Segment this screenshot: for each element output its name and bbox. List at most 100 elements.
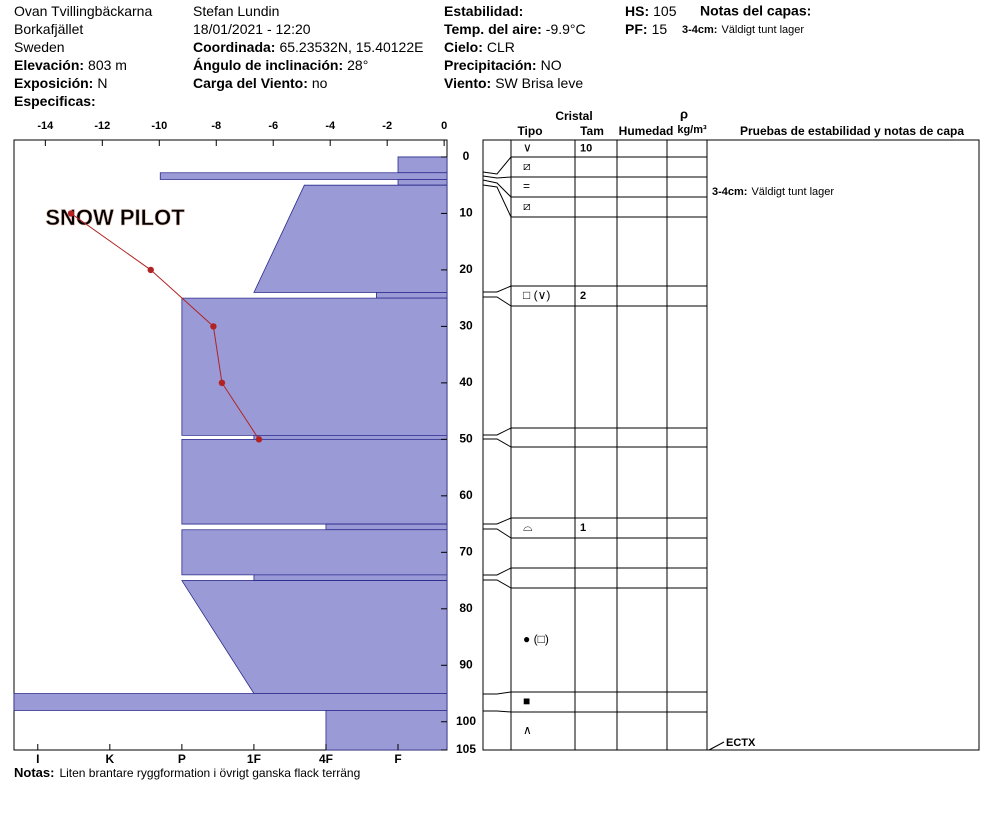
temperature-tick-label: 0 bbox=[441, 120, 447, 132]
header-density: kg/m³ bbox=[677, 124, 707, 136]
header-line: PF: 15 bbox=[625, 21, 667, 37]
temperature-tick-label: -8 bbox=[211, 120, 221, 132]
header-line: Borkafjället bbox=[14, 21, 83, 37]
crystal-type: ⧄ bbox=[523, 199, 531, 213]
header-value: -9.9°C bbox=[546, 21, 586, 37]
crystal-type: = bbox=[523, 179, 530, 193]
header-line: Elevación: 803 m bbox=[14, 57, 127, 73]
header-label: Cielo: bbox=[444, 39, 483, 55]
hardness-layer bbox=[181, 438, 448, 525]
header-label: HS: bbox=[625, 3, 649, 19]
temperature-tick-label: -2 bbox=[382, 120, 392, 132]
temperature-point bbox=[255, 436, 263, 443]
header-value: 28° bbox=[347, 57, 368, 73]
crystal-size: 1 bbox=[580, 522, 586, 534]
header-line: Stefan Lundin bbox=[193, 3, 279, 19]
hardness-tick-label: K bbox=[105, 752, 114, 766]
crystal-type: ⧄ bbox=[523, 159, 531, 173]
depth-tick-label: 0 bbox=[463, 149, 470, 163]
table-frame bbox=[482, 139, 980, 751]
header-line: Sweden bbox=[14, 39, 65, 55]
header-tests: Pruebas de estabilidad y notas de capa bbox=[740, 124, 964, 138]
header-value: Ovan Tvillingbäckarna bbox=[14, 3, 152, 19]
hardness-layer bbox=[253, 434, 448, 440]
layer-note-value: Väldigt tunt lager bbox=[721, 24, 804, 36]
depth-tick-label: 20 bbox=[459, 262, 473, 276]
hardness-layer bbox=[325, 523, 448, 531]
header-value: 65.23532N, 15.40122E bbox=[279, 39, 423, 55]
temperature-point bbox=[210, 323, 217, 330]
header-line: Especificas: bbox=[14, 93, 96, 109]
header-label: Temp. del aire: bbox=[444, 21, 542, 37]
header-line: Viento: SW Brisa leve bbox=[444, 75, 583, 91]
header-line: Temp. del aire: -9.9°C bbox=[444, 21, 586, 37]
watermark: SNOW PILOT bbox=[45, 205, 185, 230]
crystal-type: □ (∨) bbox=[523, 288, 550, 302]
header-value: Borkafjället bbox=[14, 21, 83, 37]
layer-notes-title: Notas del capas: bbox=[700, 3, 811, 19]
hardness-layer bbox=[375, 292, 448, 299]
depth-tick-label: 50 bbox=[459, 432, 473, 446]
header-line: Precipitación: NO bbox=[444, 57, 562, 73]
hardness-tick-label: F bbox=[394, 752, 401, 766]
header-crystal: Cristal bbox=[555, 109, 592, 123]
temperature-point bbox=[147, 266, 154, 274]
header-line: Coordinada: 65.23532N, 15.40122E bbox=[193, 39, 423, 55]
header-label: Elevación: bbox=[14, 57, 84, 73]
hardness-layer bbox=[181, 529, 448, 576]
temperature-tick-label: -12 bbox=[94, 120, 110, 132]
hardness-layer bbox=[181, 297, 448, 436]
hardness-tick-label: P bbox=[178, 752, 186, 766]
hardness-tick-label: 1F bbox=[247, 752, 261, 766]
header-label: PF: bbox=[625, 21, 648, 37]
notes-label: Notas: bbox=[14, 765, 54, 780]
header-label: Estabilidad: bbox=[444, 3, 523, 19]
table-note: 3-4cm: Väldigt tunt lager bbox=[712, 186, 834, 198]
header-label: Ángulo de inclinación: bbox=[193, 57, 343, 73]
crystal-size: 10 bbox=[580, 142, 592, 154]
header-value: no bbox=[312, 75, 328, 91]
temperature-point bbox=[67, 210, 75, 217]
hardness-tick-label: I bbox=[36, 752, 39, 766]
hardness-layer bbox=[159, 172, 448, 180]
layer-note-label: 3-4cm: bbox=[682, 24, 717, 36]
header-label: Coordinada: bbox=[193, 39, 275, 55]
header-label: Especificas: bbox=[14, 93, 96, 109]
notes: Notas: Liten brantare ryggformation i övr… bbox=[14, 765, 360, 780]
header-value: CLR bbox=[487, 39, 515, 55]
temperature-point bbox=[218, 379, 226, 387]
depth-tick-label: 90 bbox=[459, 657, 473, 671]
layer-note: 3-4cm: Väldigt tunt lager bbox=[682, 24, 804, 36]
depth-tick-label: 60 bbox=[459, 488, 473, 502]
crystal-type: ■ bbox=[523, 694, 530, 708]
header-moisture: Humedad bbox=[619, 124, 674, 138]
header-label: Precipitación: bbox=[444, 57, 537, 73]
hardness-layer bbox=[397, 179, 448, 186]
header-line: Ovan Tvillingbäckarna bbox=[14, 3, 152, 19]
column-lines bbox=[510, 140, 708, 750]
depth-tick-label: 80 bbox=[459, 601, 473, 615]
crystal-size: 2 bbox=[580, 290, 586, 302]
header-line: Exposición: N bbox=[14, 75, 107, 91]
notes-value: Liten brantare ryggformation i övrigt ga… bbox=[59, 766, 360, 780]
header-label: Carga del Viento: bbox=[193, 75, 308, 91]
depth-tick-label: 40 bbox=[459, 375, 473, 389]
temperature-tick-label: -6 bbox=[268, 120, 278, 132]
header-value: 105 bbox=[653, 3, 677, 19]
hardness-layer bbox=[253, 184, 448, 293]
header-line: Carga del Viento: no bbox=[193, 75, 328, 91]
header-value: N bbox=[97, 75, 107, 91]
depth-tick-label: 70 bbox=[459, 544, 473, 558]
test-result: ECTX bbox=[726, 737, 756, 749]
header-value: Stefan Lundin bbox=[193, 3, 279, 19]
header-value: Sweden bbox=[14, 39, 65, 55]
header-label: Viento: bbox=[444, 75, 491, 91]
note-value: Väldigt tunt lager bbox=[751, 186, 834, 198]
header-value: 15 bbox=[652, 21, 668, 37]
temperature-tick-label: -10 bbox=[151, 120, 167, 132]
depth-tick-label: 105 bbox=[456, 742, 476, 756]
temperature-tick-label: -4 bbox=[325, 120, 336, 132]
header-value: SW Brisa leve bbox=[495, 75, 583, 91]
header-line: 18/01/2021 - 12:20 bbox=[193, 21, 311, 37]
